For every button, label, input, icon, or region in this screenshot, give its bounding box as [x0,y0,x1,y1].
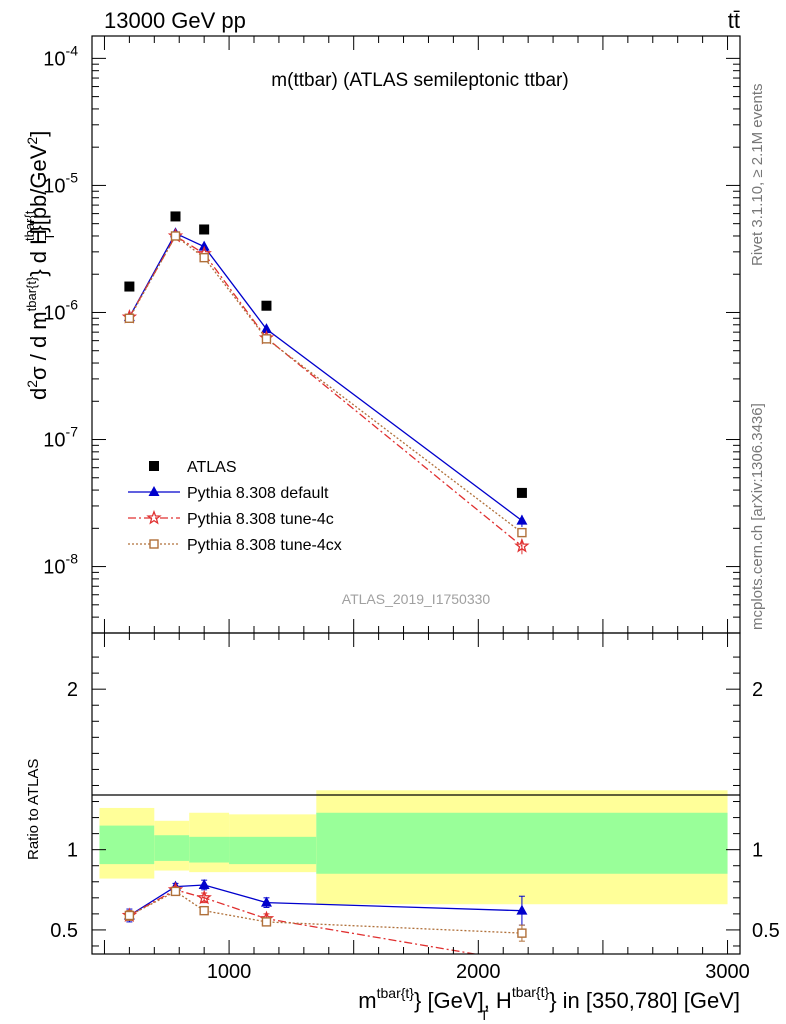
ratio-data-point [170,886,181,897]
main-y-axis-label: d2σ / d mtbar{t}} d Htbar{t T}[pb/GeV2] [22,131,57,400]
main-series-3 [124,231,527,538]
ratio-band-inner [154,835,190,861]
main-data-point [199,252,209,263]
ratio-band-inner [229,836,317,865]
x-axis-label: mtbar{t}} [GeV], Htbar{t}} in [350,780] … [358,984,740,1023]
legend-label: Pythia 8.308 default [187,485,329,502]
svg-text:mtbar{t}} [GeV], Htbar{t}} in: mtbar{t}} [GeV], Htbar{t}} in [350,780] … [358,984,740,1013]
legend-marker [149,461,159,471]
main-series-0 [124,211,527,498]
rivet-label: Rivet 3.1.10, ≥ 2.1M events [749,84,766,267]
main-y-tick-label: 10-4 [43,42,78,70]
main-data-point [170,231,181,241]
main-series-1 [123,227,528,527]
main-data-point [516,487,527,498]
legend-marker [149,539,159,549]
x-tick-label: 2000 [456,961,501,983]
ratio-data-point [260,896,272,907]
ratio-panel: 0.5 0.5 1 1 2 2 1000 2000 3000 Ratio to ATLAS mt… [25,632,780,1023]
main-y-tick-label: 10-8 [43,551,78,579]
legend-entry-1: Pythia 8.308 default [128,485,329,502]
legend-label: ATLAS [187,459,237,476]
ratio-data-point [261,917,272,927]
main-series-2 [121,227,530,555]
ratio-band-inner [316,812,728,874]
ratio-band-inner [99,825,155,865]
main-data-point [516,514,528,525]
main-panel: m(ttbar) (ATLAS semileptonic ttbar) ATLA… [22,35,741,634]
ratio-y-tick-label-right: 0.5 [752,920,780,942]
collision-label: 13000 GeV pp [104,8,246,33]
svg-text:T: T [480,1007,489,1023]
legend-label: Pythia 8.308 tune-4cx [187,537,342,554]
main-data-point [198,240,210,251]
main-data-point [261,300,272,311]
ratio-y-axis-label: Ratio to ATLAS [25,759,42,860]
ratio-series-2 [124,886,527,942]
x-tick-label: 1000 [207,961,252,983]
ratio-data-point [516,904,528,915]
ratio-y-tick-label: 1 [67,840,78,862]
ratio-frame [91,632,741,955]
legend: ATLAS Pythia 8.308 default Pythia 8.308 tu… [128,459,342,554]
main-data-point [261,334,272,344]
x-tick-label: 3000 [705,961,750,983]
ratio-y-tick-label-right: 2 [752,679,763,701]
legend-entry-3: Pythia 8.308 tune-4cx [128,537,342,554]
main-data-point [514,538,530,553]
ratio-data-point [199,905,209,916]
ratio-data-point [196,889,212,905]
legend-marker [148,486,160,496]
ratio-series-0 [123,878,528,926]
ratio-y-tick-label-right: 1 [752,840,763,862]
main-data-point [170,211,181,222]
main-y-tick-label: 10-7 [43,424,78,452]
main-data-point [124,313,135,323]
mcplots-label: mcplots.cern.ch [arXiv:1306.3436] [749,403,766,630]
ratio-band-inner [189,836,230,863]
main-data-point [124,281,135,292]
ratio-data-point [517,928,527,938]
legend-marker [146,509,162,525]
main-data-point [260,323,272,334]
ratio-y-tick-label: 2 [67,679,78,701]
main-data-point [199,224,210,235]
main-data-point [517,527,527,538]
svg-text:d2σ / d mtbar{t}} d Htbar{tT}[: d2σ / d mtbar{t}} d Htbar{t T}[pb/GeV2] [22,131,57,400]
ratio-data-point [124,910,135,921]
watermark: ATLAS_2019_I1750330 [342,591,491,607]
legend-entry-0: ATLAS [149,459,237,476]
plot-title: m(ttbar) (ATLAS semileptonic ttbar) [271,70,568,91]
legend-label: Pythia 8.308 tune-4c [187,511,334,528]
main-series-line [128,232,523,522]
main-series-line [128,235,523,547]
legend-entry-2: Pythia 8.308 tune-4c [128,509,334,528]
ratio-y-tick-label: 0.5 [50,920,78,942]
process-label: tt̄ [728,8,740,33]
ratio-data-point [198,878,210,889]
